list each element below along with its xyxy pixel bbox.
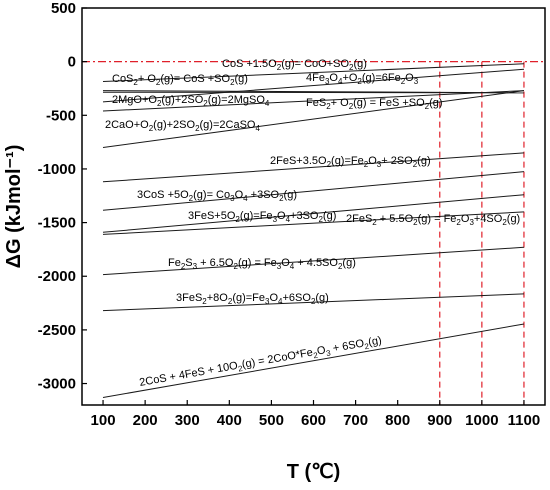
x-tick-label: 1000: [465, 412, 498, 429]
reaction-label-8: 3CoS +5O2(g)= Co3O4 +3SO2(g): [137, 189, 297, 203]
y-tick-label: 500: [51, 0, 76, 17]
reaction-line-3: [102, 68, 525, 103]
reaction-label-3: 4Fe3O4+O2(g)=6Fe2O3: [306, 72, 419, 86]
x-tick-label: 700: [343, 412, 368, 429]
reaction-line-13: [102, 323, 525, 398]
x-tick-label: 100: [91, 412, 116, 429]
y-tick-label: -2500: [38, 322, 76, 339]
x-tick-label: 200: [133, 412, 158, 429]
y-tick-label: -2000: [38, 268, 76, 285]
reaction-label-12: 3FeS2+8O2(g)=Fe3O4+6SO2(g): [176, 292, 329, 306]
y-tick-label: 0: [68, 54, 76, 71]
reaction-line-12: [102, 293, 525, 312]
x-tick-label: 600: [301, 412, 326, 429]
x-tick-label: 1100: [508, 412, 541, 429]
reaction-line-5: [102, 90, 525, 112]
reaction-label-1: CoS +1.5O2(g)= CoO+SO2(g): [222, 58, 367, 72]
x-tick-label: 900: [427, 412, 452, 429]
y-tick-label: -3000: [38, 376, 76, 393]
x-axis-label: T (℃): [287, 461, 341, 483]
reaction-label-6: 2CaO+O2(g)+2SO2(g)=2CaSO4: [105, 119, 260, 133]
axes: 100 200 300 400 500 600 700 800 900 1000 1100 500 0 -…: [38, 0, 541, 429]
y-axis-label: ΔG (kJmol⁻¹): [3, 145, 25, 269]
y-tick-label: -1000: [38, 161, 76, 178]
reaction-label-11: Fe2S3 + 6.5O2(g) = Fe3O4 + 4.5SO2(g): [168, 257, 356, 271]
reaction-line-10: [102, 211, 525, 235]
y-tick-label: -500: [46, 107, 76, 124]
reaction-label-9: 3FeS+5O2(g)=Fe3O4+3SO2(g): [188, 210, 336, 224]
reaction-line-8: [102, 171, 525, 211]
reaction-label-7: 2FeS+3.5O2(g)=Fe2O3+ 2SO2(g): [270, 155, 431, 169]
x-tick-label: 400: [217, 412, 242, 429]
reaction-labels: CoS +1.5O2(g)= CoO+SO2(g)CoS2+ O2(g)= Co…: [105, 58, 520, 390]
x-tick-label: 500: [259, 412, 284, 429]
reaction-label-13: 2CoS + 4FeS + 10O2(g) = 2CoO*Fe2O3 + 6SO…: [138, 334, 383, 390]
reaction-line-4: [102, 91, 525, 94]
reaction-label-10: 2FeS2 + 5.5O2(g) = Fe2O3+4SO2(g): [346, 213, 520, 227]
reaction-label-5: FeS2+ O2(g) = FeS +SO2(g): [306, 97, 443, 111]
reaction-line-11: [102, 246, 525, 276]
reaction-line-6: [102, 90, 525, 148]
series-lines: [102, 63, 525, 398]
reaction-label-2: CoS2+ O2(g)= CoS +SO2(g): [112, 73, 248, 87]
x-tick-label: 800: [385, 412, 410, 429]
reaction-line-7: [102, 152, 525, 183]
reaction-line-9: [102, 194, 525, 233]
y-tick-label: -1500: [38, 215, 76, 232]
reaction-line-1: [102, 63, 525, 82]
x-tick-label: 300: [175, 412, 200, 429]
reaction-label-4: 2MgO+O2(g)+2SO2(g)=2MgSO4: [112, 94, 270, 108]
reference-lines: [82, 61, 545, 405]
